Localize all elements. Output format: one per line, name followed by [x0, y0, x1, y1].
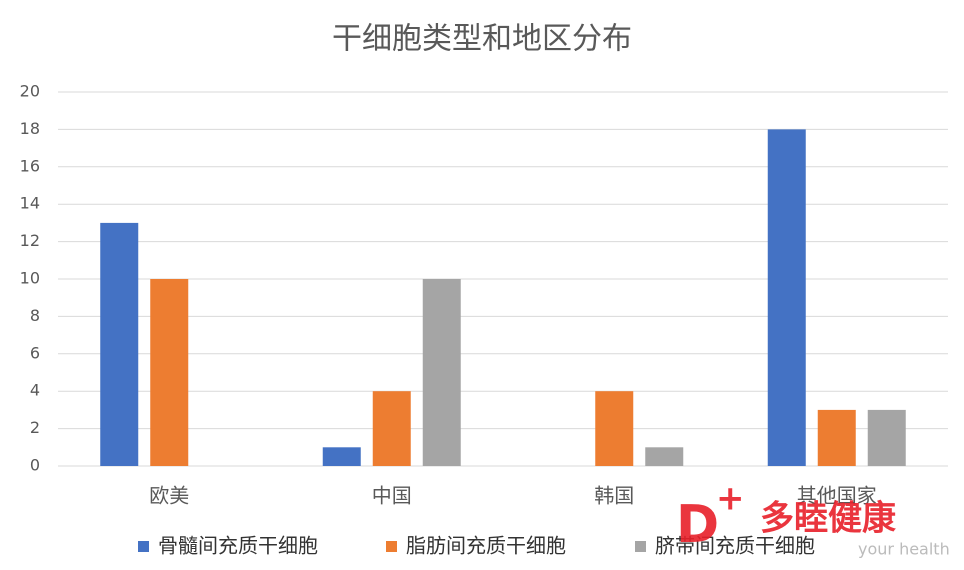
y-tick-label: 12	[20, 231, 40, 250]
bar	[867, 409, 906, 466]
chart-title: 干细胞类型和地区分布	[332, 22, 632, 57]
x-tick-label: 欧美	[149, 484, 189, 508]
legend-swatch	[386, 541, 397, 552]
bar	[645, 447, 684, 466]
legend-swatch	[635, 541, 646, 552]
bar	[372, 391, 411, 466]
legend-label: 脐带间充质干细胞	[655, 534, 815, 558]
bar	[422, 279, 461, 466]
bar	[767, 129, 806, 466]
bar	[817, 409, 856, 466]
x-tick-label: 中国	[372, 484, 412, 508]
bar	[150, 279, 189, 466]
y-tick-label: 6	[30, 343, 40, 362]
y-tick-label: 2	[30, 418, 40, 437]
watermark-brand: 多睦健康	[760, 499, 896, 539]
watermark-logo: D	[676, 495, 719, 555]
y-tick-label: 10	[20, 269, 40, 288]
legend-swatch	[138, 541, 149, 552]
watermark-plus: +	[716, 479, 745, 519]
y-tick-label: 8	[30, 306, 40, 325]
y-tick-label: 4	[30, 381, 40, 400]
y-tick-label: 18	[20, 119, 40, 138]
legend-label: 脂肪间充质干细胞	[406, 534, 566, 558]
x-tick-label: 其他国家	[797, 484, 877, 508]
y-tick-label: 20	[20, 82, 40, 101]
y-tick-label: 16	[20, 156, 40, 175]
bar	[100, 222, 139, 466]
x-tick-label: 韩国	[594, 484, 634, 508]
bar	[322, 447, 361, 466]
bar	[595, 391, 634, 466]
legend-label: 骨髓间充质干细胞	[158, 534, 318, 558]
y-tick-label: 0	[30, 456, 40, 475]
watermark-slogan: your health	[858, 540, 950, 559]
y-tick-label: 14	[20, 194, 40, 213]
